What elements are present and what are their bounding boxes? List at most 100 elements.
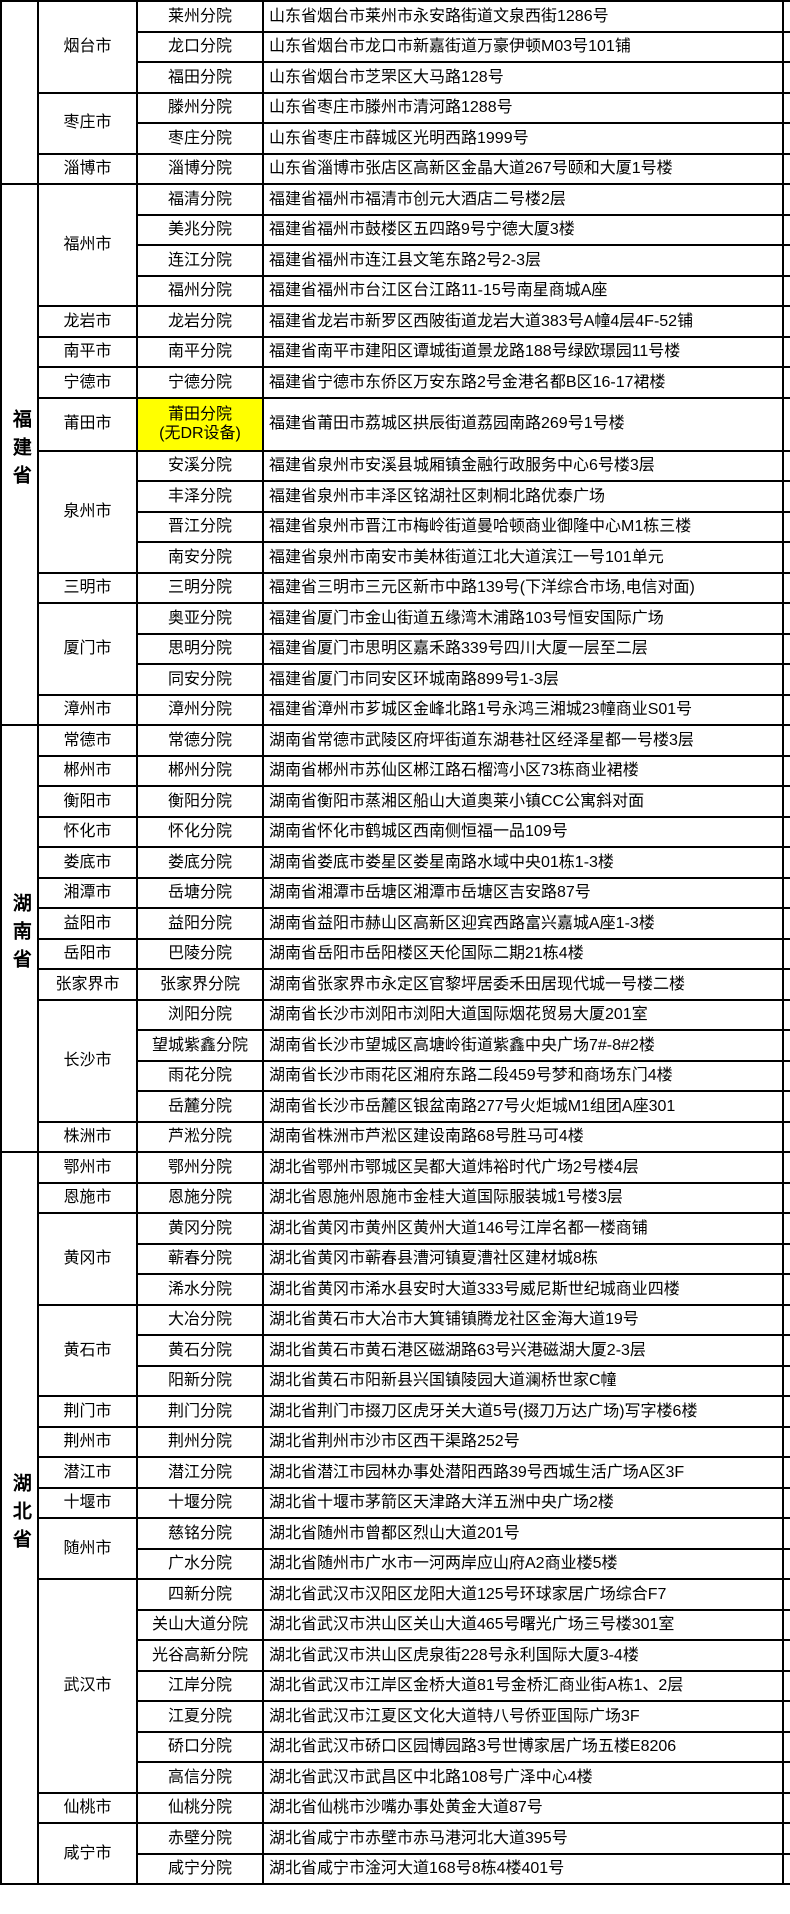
- city-cell: 龙岩市: [37, 305, 138, 338]
- edge-sliver-cell: [782, 876, 790, 909]
- address-cell: 福建省福州市鼓楼区五四路9号宁德大厦3楼: [262, 213, 784, 246]
- table-row: 望城紫鑫分院 湖南省长沙市望城区高塘岭街道紫鑫中央广场7#-8#2楼: [1, 1029, 790, 1062]
- table-row: 怀化市 怀化分院 湖南省怀化市鹤城区西南侧恒福一品109号: [1, 815, 790, 848]
- edge-sliver-cell: [782, 785, 790, 818]
- city-cell: 湘潭市: [37, 876, 138, 909]
- branch-name: 晋江分院: [167, 518, 232, 536]
- address-cell: 福建省福州市台江区台江路11-15号南星商城A座: [262, 274, 784, 307]
- table-row: 仙桃市 仙桃分院 湖北省仙桃市沙嘴办事处黄金大道87号: [1, 1791, 790, 1824]
- edge-sliver-cell: [782, 152, 790, 185]
- city-cell: 烟台市: [37, 0, 138, 94]
- address-cell: 福建省南平市建阳区谭城街道景龙路188号绿欧璟园11号楼: [262, 335, 784, 368]
- branch-name: 连江分院: [167, 251, 232, 269]
- table-row: 黄冈市 黄冈分院 湖北省黄冈市黄州区黄州大道146号江岸名都一楼商铺: [1, 1212, 790, 1306]
- edge-sliver-cell: [782, 1425, 790, 1458]
- edge-sliver-cell: [782, 1090, 790, 1123]
- edge-sliver-cell: [782, 846, 790, 879]
- table-row: 随州市 慈铭分院 湖北省随州市曾都区烈山大道201号: [1, 1517, 790, 1580]
- branch-name: 衡阳分院: [167, 792, 232, 810]
- city-cell: 福州市: [37, 183, 138, 307]
- branch-name: 芦淞分院: [167, 1128, 232, 1146]
- table-row: 硚口分院 湖北省武汉市硚口区园博园路3号世博家居广场五楼E8206: [1, 1730, 790, 1763]
- address-cell: 湖南省岳阳市岳阳楼区天伦国际二期21栋4楼: [262, 937, 784, 970]
- province-label: 福建省: [9, 409, 31, 494]
- city-cell: 常德市: [37, 724, 138, 757]
- branch-name: 十堰分院: [167, 1494, 232, 1512]
- edge-sliver-cell: [782, 449, 790, 482]
- branch-cell: 浏阳分院: [136, 998, 264, 1031]
- table-row: 枣庄分院 山东省枣庄市薛城区光明西路1999号: [1, 122, 790, 155]
- city-cell: 宁德市: [37, 366, 138, 399]
- province-cell: 湖南省: [0, 724, 39, 1153]
- branch-cell: 黄石分院: [136, 1334, 264, 1367]
- address-cell: 湖北省黄石市大冶市大箕铺镇腾龙社区金海大道19号: [262, 1303, 784, 1336]
- table-row: 江岸分院 湖北省武汉市江岸区金桥大道81号金桥汇商业街A栋1、2层: [1, 1669, 790, 1702]
- address-cell: 福建省泉州市南安市美林街道江北大道滨江一号101单元: [262, 541, 784, 574]
- branch-cell: 福州分院: [136, 274, 264, 307]
- branch-name: 莆田分院: [167, 405, 232, 423]
- edge-sliver-cell: [782, 1730, 790, 1763]
- edge-sliver-cell: [782, 1120, 790, 1153]
- branch-cell: 丰泽分院: [136, 480, 264, 513]
- address-cell: 福建省龙岩市新罗区西陂街道龙岩大道383号A幢4层4F-52铺: [262, 305, 784, 338]
- branch-name: 荆门分院: [167, 1402, 232, 1420]
- edge-sliver-cell: [782, 1059, 790, 1092]
- edge-sliver-cell: [782, 213, 790, 246]
- branch-name: 江岸分院: [167, 1677, 232, 1695]
- branch-name: 慈铭分院: [167, 1524, 232, 1542]
- table-row: 连江分院 福建省福州市连江县文笔东路2号2-3层: [1, 244, 790, 277]
- edge-sliver-cell: [782, 0, 790, 33]
- city-cell: 咸宁市: [37, 1822, 138, 1885]
- address-cell: 福建省福州市连江县文笔东路2号2-3层: [262, 244, 784, 277]
- branch-cell: 巴陵分院: [136, 937, 264, 970]
- branch-name: 荆州分院: [167, 1433, 232, 1451]
- address-cell: 湖北省黄冈市黄州区黄州大道146号江岸名都一楼商铺: [262, 1212, 784, 1245]
- city-cell: 衡阳市: [37, 785, 138, 818]
- branch-cell: 广水分院: [136, 1547, 264, 1580]
- address-cell: 福建省莆田市荔城区拱辰街道荔园南路269号1号楼: [262, 396, 784, 452]
- table-row: 岳阳市 巴陵分院 湖南省岳阳市岳阳楼区天伦国际二期21栋4楼: [1, 937, 790, 970]
- branch-name: 四新分院: [167, 1585, 232, 1603]
- branch-name: 硚口分院: [167, 1738, 232, 1756]
- edge-sliver-cell: [782, 998, 790, 1031]
- address-cell: 山东省淄博市张店区高新区金晶大道267号颐和大厦1号楼: [262, 152, 784, 185]
- branch-name: 龙口分院: [167, 38, 232, 56]
- branch-name: 枣庄分院: [167, 129, 232, 147]
- table-row: 十堰市 十堰分院 湖北省十堰市茅箭区天津路大洋五洲中央广场2楼: [1, 1486, 790, 1519]
- edge-sliver-cell: [782, 663, 790, 696]
- address-cell: 湖北省武汉市硚口区园博园路3号世博家居广场五楼E8206: [262, 1730, 784, 1763]
- branch-name: 阳新分院: [167, 1372, 232, 1390]
- city-cell: 厦门市: [37, 602, 138, 696]
- branch-cell: 连江分院: [136, 244, 264, 277]
- branch-cell: 硚口分院: [136, 1730, 264, 1763]
- branch-name: 雨花分院: [167, 1067, 232, 1085]
- branch-name: 鄂州分院: [167, 1158, 232, 1176]
- address-cell: 湖北省荆州市沙市区西干渠路252号: [262, 1425, 784, 1458]
- city-cell: 泉州市: [37, 449, 138, 574]
- city-cell: 潜江市: [37, 1456, 138, 1489]
- branch-cell: 思明分院: [136, 632, 264, 665]
- address-cell: 湖南省娄底市娄星区娄星南路水域中央01栋1-3楼: [262, 846, 784, 879]
- branch-cell: 仙桃分院: [136, 1791, 264, 1824]
- address-cell: 湖南省长沙市望城区高塘岭街道紫鑫中央广场7#-8#2楼: [262, 1029, 784, 1062]
- edge-sliver-cell: [782, 571, 790, 604]
- address-cell: 山东省枣庄市薛城区光明西路1999号: [262, 122, 784, 155]
- table-row: 光谷高新分院 湖北省武汉市洪山区虎泉街228号永利国际大厦3-4楼: [1, 1639, 790, 1672]
- branch-name: 莱州分院: [167, 7, 232, 25]
- branch-cell: 恩施分院: [136, 1181, 264, 1214]
- address-cell: 福建省三明市三元区新市中路139号(下洋综合市场,电信对面): [262, 571, 784, 604]
- address-cell: 湖南省长沙市雨花区湘府东路二段459号梦和商场东门4楼: [262, 1059, 784, 1092]
- branch-name: 福清分院: [167, 190, 232, 208]
- branch-cell: 晋江分院: [136, 510, 264, 543]
- branch-cell: 高信分院: [136, 1761, 264, 1794]
- address-cell: 湖南省张家界市永定区官黎坪居委禾田居现代城一号楼二楼: [262, 968, 784, 1001]
- city-cell: 娄底市: [37, 846, 138, 879]
- branch-name: 福田分院: [167, 68, 232, 86]
- table-row: 潜江市 潜江分院 湖北省潜江市园林办事处潜阳西路39号西城生活广场A区3F: [1, 1456, 790, 1489]
- branch-name: 巴陵分院: [167, 945, 232, 963]
- branch-cell: 江岸分院: [136, 1669, 264, 1702]
- edge-sliver-cell: [782, 1852, 790, 1885]
- edge-sliver-cell: [782, 602, 790, 635]
- city-cell: 恩施市: [37, 1181, 138, 1214]
- edge-sliver-cell: [782, 754, 790, 787]
